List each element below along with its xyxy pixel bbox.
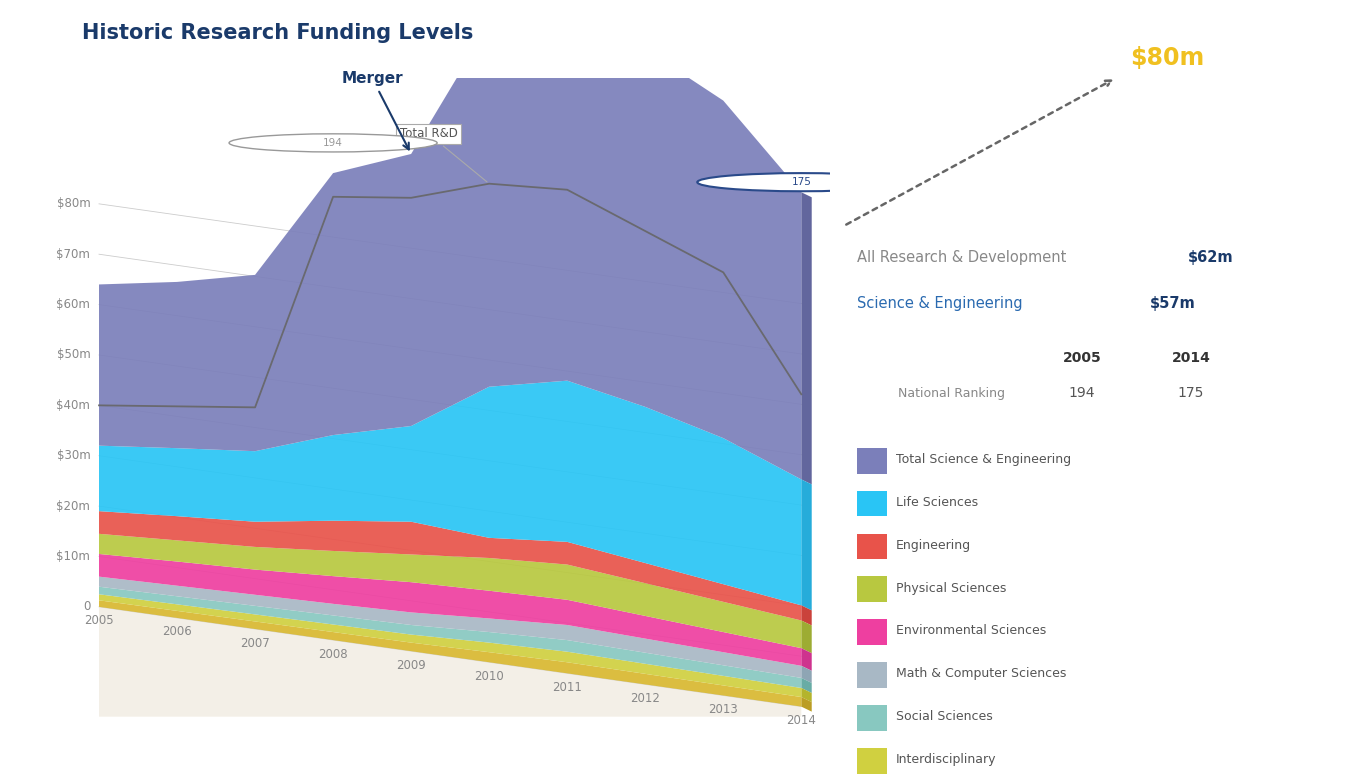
Text: 2007: 2007 bbox=[240, 636, 269, 650]
Polygon shape bbox=[802, 479, 811, 611]
Text: 175: 175 bbox=[791, 177, 811, 187]
Circle shape bbox=[229, 134, 437, 152]
Text: $60m: $60m bbox=[56, 298, 90, 311]
Text: $80m: $80m bbox=[57, 197, 90, 210]
Polygon shape bbox=[802, 697, 811, 712]
Text: 2005: 2005 bbox=[84, 615, 114, 627]
Text: Math & Computer Sciences: Math & Computer Sciences bbox=[896, 668, 1066, 680]
Text: 2006: 2006 bbox=[162, 626, 192, 639]
Text: $57m: $57m bbox=[1150, 296, 1196, 312]
Text: Life Sciences: Life Sciences bbox=[896, 496, 977, 509]
Text: 194: 194 bbox=[1068, 386, 1096, 400]
Bar bbox=[857, 748, 887, 774]
Polygon shape bbox=[99, 554, 802, 666]
Text: 2013: 2013 bbox=[708, 703, 738, 716]
Polygon shape bbox=[802, 620, 811, 654]
Polygon shape bbox=[802, 648, 811, 671]
Text: 2005: 2005 bbox=[1063, 351, 1101, 365]
Bar bbox=[857, 491, 887, 516]
Bar bbox=[857, 619, 887, 645]
Text: 2008: 2008 bbox=[318, 647, 348, 661]
Text: Total Science & Engineering: Total Science & Engineering bbox=[896, 453, 1071, 466]
Text: Environmental Sciences: Environmental Sciences bbox=[896, 625, 1045, 637]
Text: 194: 194 bbox=[323, 138, 343, 148]
Text: $20m: $20m bbox=[56, 499, 90, 513]
Polygon shape bbox=[99, 3, 802, 479]
Polygon shape bbox=[99, 534, 802, 648]
Bar bbox=[857, 448, 887, 474]
Text: $30m: $30m bbox=[57, 449, 90, 462]
Text: 2014: 2014 bbox=[1172, 351, 1210, 365]
Circle shape bbox=[697, 173, 905, 192]
Polygon shape bbox=[802, 605, 811, 626]
Text: $10m: $10m bbox=[56, 550, 90, 563]
Text: $50m: $50m bbox=[57, 348, 90, 361]
Text: $62m: $62m bbox=[1188, 249, 1234, 265]
Polygon shape bbox=[802, 678, 811, 693]
Text: National Ranking: National Ranking bbox=[898, 387, 1006, 400]
Text: 2010: 2010 bbox=[474, 670, 504, 683]
Polygon shape bbox=[802, 192, 811, 485]
Text: Total R&D: Total R&D bbox=[400, 127, 487, 182]
Bar bbox=[857, 662, 887, 688]
Polygon shape bbox=[99, 511, 802, 620]
Polygon shape bbox=[99, 576, 802, 678]
Text: 2009: 2009 bbox=[396, 659, 426, 671]
Bar bbox=[857, 534, 887, 559]
Text: Science & Engineering: Science & Engineering bbox=[857, 296, 1028, 312]
Polygon shape bbox=[99, 587, 802, 688]
Polygon shape bbox=[99, 607, 802, 717]
Bar bbox=[857, 576, 887, 602]
Polygon shape bbox=[802, 688, 811, 702]
Text: Historic Research Funding Levels: Historic Research Funding Levels bbox=[82, 23, 474, 44]
Text: 2012: 2012 bbox=[630, 692, 660, 705]
Text: Engineering: Engineering bbox=[896, 539, 970, 552]
Text: Merger: Merger bbox=[342, 72, 408, 150]
Text: 0: 0 bbox=[83, 601, 90, 613]
Bar bbox=[857, 705, 887, 731]
Text: $40m: $40m bbox=[56, 399, 90, 412]
Polygon shape bbox=[99, 594, 802, 697]
Text: Social Sciences: Social Sciences bbox=[896, 710, 992, 723]
Polygon shape bbox=[99, 601, 802, 707]
Polygon shape bbox=[99, 381, 802, 605]
Text: 175: 175 bbox=[1177, 386, 1204, 400]
Text: Interdisciplinary: Interdisciplinary bbox=[896, 753, 996, 766]
Text: All Research & Development: All Research & Development bbox=[857, 249, 1071, 265]
Polygon shape bbox=[802, 666, 811, 683]
Text: 2011: 2011 bbox=[553, 681, 583, 694]
Text: $70m: $70m bbox=[56, 248, 90, 261]
Text: $80m: $80m bbox=[1130, 46, 1204, 70]
Text: 2014: 2014 bbox=[787, 714, 817, 727]
Text: Physical Sciences: Physical Sciences bbox=[896, 582, 1006, 594]
